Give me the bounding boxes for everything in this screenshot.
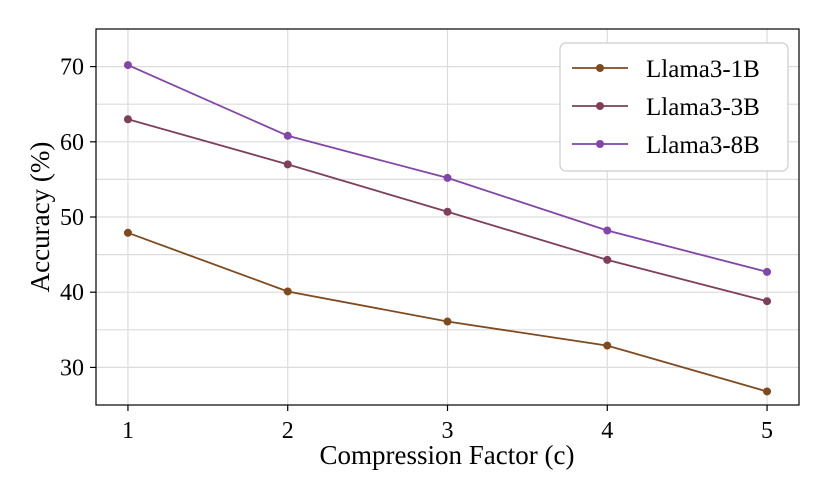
x-tick-label: 3 <box>442 418 454 444</box>
y-tick-label: 50 <box>60 205 84 231</box>
legend-swatch-marker <box>596 64 604 72</box>
legend-box <box>559 42 789 172</box>
data-point-llama3-3b <box>123 115 132 124</box>
legend: Llama3-1B Llama3-3B Llama3-8B <box>559 42 789 172</box>
x-axis-label: Compression Factor (c) <box>320 440 575 470</box>
x-tick-label: 4 <box>601 418 613 444</box>
legend-label: Llama3-8B <box>646 132 760 159</box>
data-point-llama3-3b <box>603 255 612 264</box>
y-tick-label: 40 <box>60 280 84 306</box>
data-point-llama3-8b <box>443 173 452 182</box>
data-point-llama3-8b <box>283 131 292 140</box>
y-axis-ticks: 30 40 50 60 70 <box>60 55 96 381</box>
legend-label: Llama3-3B <box>646 94 760 121</box>
data-point-llama3-1b <box>443 317 452 326</box>
data-point-llama3-8b <box>763 267 772 276</box>
data-point-llama3-1b <box>603 341 612 350</box>
legend-swatch-marker <box>596 102 604 110</box>
data-point-llama3-3b <box>763 297 772 306</box>
legend-swatch-marker <box>596 140 604 148</box>
x-tick-label: 5 <box>761 418 773 444</box>
data-point-llama3-8b <box>603 226 612 235</box>
x-axis-ticks: 1 2 3 4 5 <box>122 405 773 444</box>
x-tick-label: 2 <box>282 418 294 444</box>
y-axis-label: Accuracy (%) <box>25 142 55 293</box>
y-tick-label: 60 <box>60 130 84 156</box>
data-point-llama3-1b <box>123 228 132 237</box>
data-point-llama3-1b <box>763 387 772 396</box>
y-tick-label: 70 <box>60 55 84 81</box>
legend-label: Llama3-1B <box>646 56 760 83</box>
data-point-llama3-3b <box>443 207 452 216</box>
data-point-llama3-1b <box>283 287 292 296</box>
series-layer <box>123 61 772 396</box>
data-point-llama3-3b <box>283 160 292 169</box>
x-tick-label: 1 <box>122 418 134 444</box>
y-tick-label: 30 <box>60 355 84 381</box>
data-point-llama3-8b <box>123 61 132 70</box>
